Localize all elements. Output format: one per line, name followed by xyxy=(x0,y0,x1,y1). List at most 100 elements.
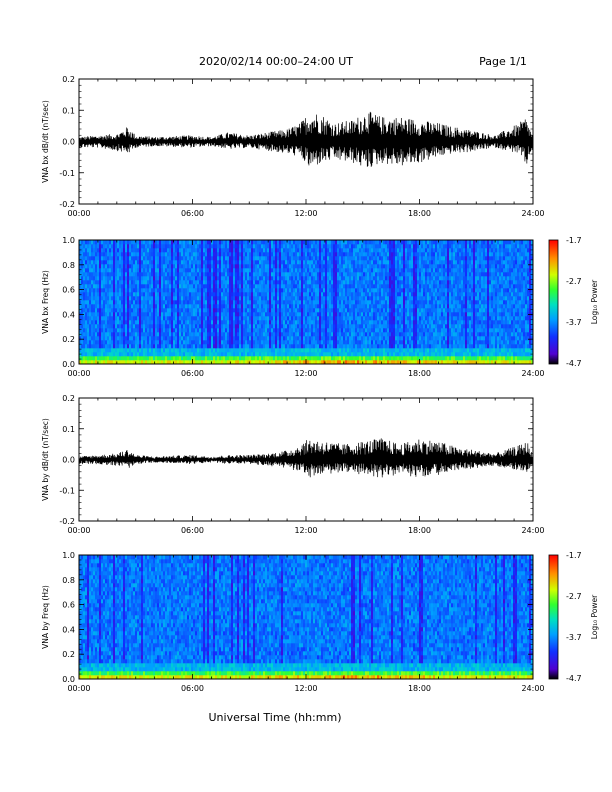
spectrogram-cell xyxy=(253,320,256,325)
spectrogram-cell xyxy=(347,272,350,277)
spectrogram-cell xyxy=(331,260,334,265)
spectrogram-cell xyxy=(259,348,262,353)
spectrogram-cell xyxy=(117,308,120,313)
spectrogram-cell xyxy=(239,352,242,357)
spectrogram-cell xyxy=(113,304,116,309)
spectrogram-cell xyxy=(227,344,230,349)
spectrogram-cell xyxy=(145,252,148,257)
spectrogram-cell xyxy=(293,284,296,289)
spectrogram-cell xyxy=(197,272,200,277)
spectrogram-cell xyxy=(247,248,250,253)
spectrogram-cell xyxy=(313,344,316,349)
spectrogram-cell xyxy=(169,240,172,245)
spectrogram-cell xyxy=(217,348,220,353)
spectrogram-cell xyxy=(287,324,290,329)
spectrogram-cell xyxy=(189,256,192,261)
spectrogram-cell xyxy=(243,288,246,293)
spectrogram-cell xyxy=(371,268,374,273)
spectrogram-cell xyxy=(329,340,332,345)
spectrogram-cell xyxy=(373,308,376,313)
spectrogram-cell xyxy=(355,324,358,329)
spectrogram-cell xyxy=(257,340,260,345)
spectrogram-cell xyxy=(357,264,360,269)
spectrogram-cell xyxy=(391,296,394,301)
spectrogram-cell xyxy=(101,352,104,357)
spectrogram-cell xyxy=(233,352,236,357)
spectrogram-cell xyxy=(151,316,154,321)
spectrogram-cell xyxy=(189,288,192,293)
spectrogram-cell xyxy=(171,332,174,337)
spectrogram-cell xyxy=(339,304,342,309)
spectrogram-cell xyxy=(97,288,100,293)
spectrogram-cell xyxy=(313,320,316,325)
spectrogram-cell xyxy=(99,264,102,269)
spectrogram-cell xyxy=(137,280,140,285)
spectrogram-cell xyxy=(331,296,334,301)
spectrogram-cell xyxy=(365,332,368,337)
spectrogram-cell xyxy=(99,344,102,349)
spectrogram-cell xyxy=(175,308,178,313)
spectrogram-cell xyxy=(355,300,358,305)
spectrogram-cell xyxy=(155,240,158,245)
spectrogram-cell xyxy=(245,316,248,321)
spectrogram-cell xyxy=(149,324,152,329)
spectrogram-cell xyxy=(205,328,208,333)
spectrogram-cell xyxy=(319,276,322,281)
spectrogram-cell xyxy=(97,260,100,265)
spectrogram-cell xyxy=(353,252,356,257)
spectrogram-cell xyxy=(337,304,340,309)
spectrogram-cell xyxy=(297,248,300,253)
spectrogram-cell xyxy=(315,244,318,249)
spectrogram-cell xyxy=(351,244,354,249)
spectrogram-cell xyxy=(101,256,104,261)
spectrogram-cell xyxy=(113,296,116,301)
spectrogram-cell xyxy=(155,284,158,289)
spectrogram-cell xyxy=(299,320,302,325)
spectrogram-cell xyxy=(383,296,386,301)
spectrogram-cell xyxy=(383,340,386,345)
spectrogram-cell xyxy=(275,344,278,349)
spectrogram-cell xyxy=(81,328,84,333)
spectrogram-cell xyxy=(195,268,198,273)
spectrogram-cell xyxy=(89,260,92,265)
spectrogram-cell xyxy=(217,240,220,245)
spectrogram-cell xyxy=(247,300,250,305)
spectrogram-cell xyxy=(171,336,174,341)
spectrogram-cell xyxy=(127,276,130,281)
spectrogram-cell xyxy=(147,268,150,273)
spectrogram-cell xyxy=(273,268,276,273)
spectrogram-cell xyxy=(191,332,194,337)
spectrogram-cell xyxy=(365,356,368,361)
spectrogram-cell xyxy=(241,344,244,349)
spectrogram-cell xyxy=(379,344,382,349)
spectrogram-cell xyxy=(373,360,376,365)
spectrogram-cell xyxy=(377,344,380,349)
spectrogram-cell xyxy=(127,284,130,289)
spectrogram-cell xyxy=(235,324,238,329)
spectrogram-cell xyxy=(113,248,116,253)
spectrogram-cell xyxy=(357,276,360,281)
spectrogram-cell xyxy=(173,256,176,261)
spectrogram-cell xyxy=(291,300,294,305)
spectrogram-cell xyxy=(279,264,282,269)
spectrogram-cell xyxy=(195,320,198,325)
spectrogram-cell xyxy=(199,352,202,357)
spectrogram-cell xyxy=(257,324,260,329)
spectrogram-cell xyxy=(329,316,332,321)
spectrogram-cell xyxy=(145,280,148,285)
spectrogram-cell xyxy=(95,324,98,329)
spectrogram-cell xyxy=(159,300,162,305)
spectrogram-cell xyxy=(211,252,214,257)
spectrogram-cell xyxy=(159,348,162,353)
spectrogram-cell xyxy=(353,344,356,349)
spectrogram-cell xyxy=(357,244,360,249)
spectrogram-cell xyxy=(257,256,260,261)
spectrogram-cell xyxy=(225,344,228,349)
spectrogram-cell xyxy=(205,312,208,317)
spectrogram-cell xyxy=(107,336,110,341)
spectrogram-cell xyxy=(217,300,220,305)
spectrogram-cell xyxy=(345,248,348,253)
spectrogram-cell xyxy=(249,248,252,253)
spectrogram-cell xyxy=(355,356,358,361)
spectrogram-cell xyxy=(109,260,112,265)
